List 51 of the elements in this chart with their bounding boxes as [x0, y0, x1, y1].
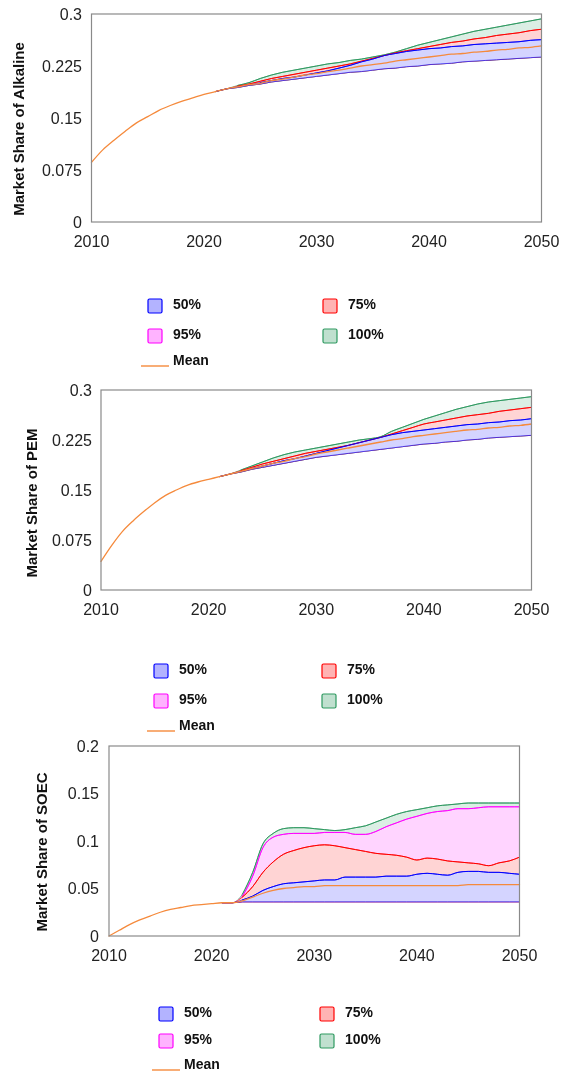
x-tick-label: 2010	[91, 946, 127, 964]
x-tick-label: 2020	[190, 600, 227, 618]
y-tick-label: 0.15	[50, 109, 83, 127]
y-tick-label: 0.225	[51, 431, 93, 449]
y-tick-label: 0.3	[69, 381, 93, 399]
legend-label: Mean	[173, 352, 209, 368]
y-tick-label: 0	[73, 213, 83, 231]
legend-label: Mean	[179, 717, 215, 733]
y-tick-label: 0.05	[67, 880, 100, 897]
y-tick-label: 0.1	[76, 832, 100, 850]
line-series	[100, 423, 533, 562]
legend-label: 75%	[348, 296, 377, 312]
x-tick-label: 2030	[298, 232, 335, 250]
y-tick-label: 0	[83, 581, 93, 599]
x-tick-label: 2050	[523, 232, 560, 250]
y-tick-label: 0.3	[59, 5, 83, 23]
x-tick-label: 2020	[193, 946, 230, 964]
x-tick-label: 2040	[399, 946, 435, 964]
y-tick-label: 0.15	[67, 785, 100, 802]
x-tick-label: 2020	[186, 232, 222, 250]
x-tick-label: 2030	[296, 946, 333, 964]
y-axis-title: Market Share of Alkaline	[9, 42, 27, 216]
x-tick-label: 2010	[83, 600, 119, 618]
legend-label: 75%	[345, 1004, 374, 1020]
legend-label: 100%	[348, 326, 385, 342]
legend-label: Mean	[184, 1056, 220, 1071]
y-tick-label: 0.225	[41, 57, 83, 75]
legend-label: 50%	[184, 1004, 213, 1020]
legend-label: 95%	[179, 691, 208, 707]
legend-label: 95%	[173, 326, 202, 342]
y-tick-label: 0.075	[41, 161, 83, 179]
legend-label: 50%	[173, 296, 202, 312]
y-tick-label: 0	[90, 927, 100, 945]
legend-label: 50%	[179, 661, 208, 677]
legend-label: 100%	[347, 691, 384, 707]
x-tick-label: 2030	[298, 600, 335, 618]
line-series	[108, 884, 521, 937]
y-axis-title: Market Share of PEM	[22, 428, 40, 578]
y-tick-label: 0.075	[51, 531, 93, 549]
y-tick-label: 0.2	[76, 737, 100, 755]
y-tick-label: 0.15	[60, 481, 93, 499]
legend-label: 95%	[184, 1031, 213, 1047]
x-tick-label: 2010	[73, 232, 110, 250]
line-series	[90, 45, 543, 164]
legend-label: 100%	[345, 1031, 382, 1047]
y-axis-title: Market Share of SOEC	[32, 772, 50, 932]
legend-label: 75%	[347, 661, 376, 677]
x-tick-label: 2040	[406, 600, 442, 618]
x-tick-label: 2040	[411, 232, 447, 250]
x-tick-label: 2050	[513, 600, 550, 618]
x-tick-label: 2050	[501, 946, 538, 964]
